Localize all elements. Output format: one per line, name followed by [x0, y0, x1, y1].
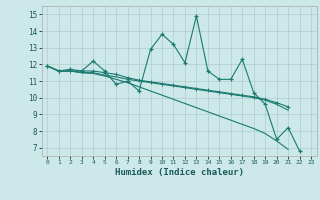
- X-axis label: Humidex (Indice chaleur): Humidex (Indice chaleur): [115, 168, 244, 177]
